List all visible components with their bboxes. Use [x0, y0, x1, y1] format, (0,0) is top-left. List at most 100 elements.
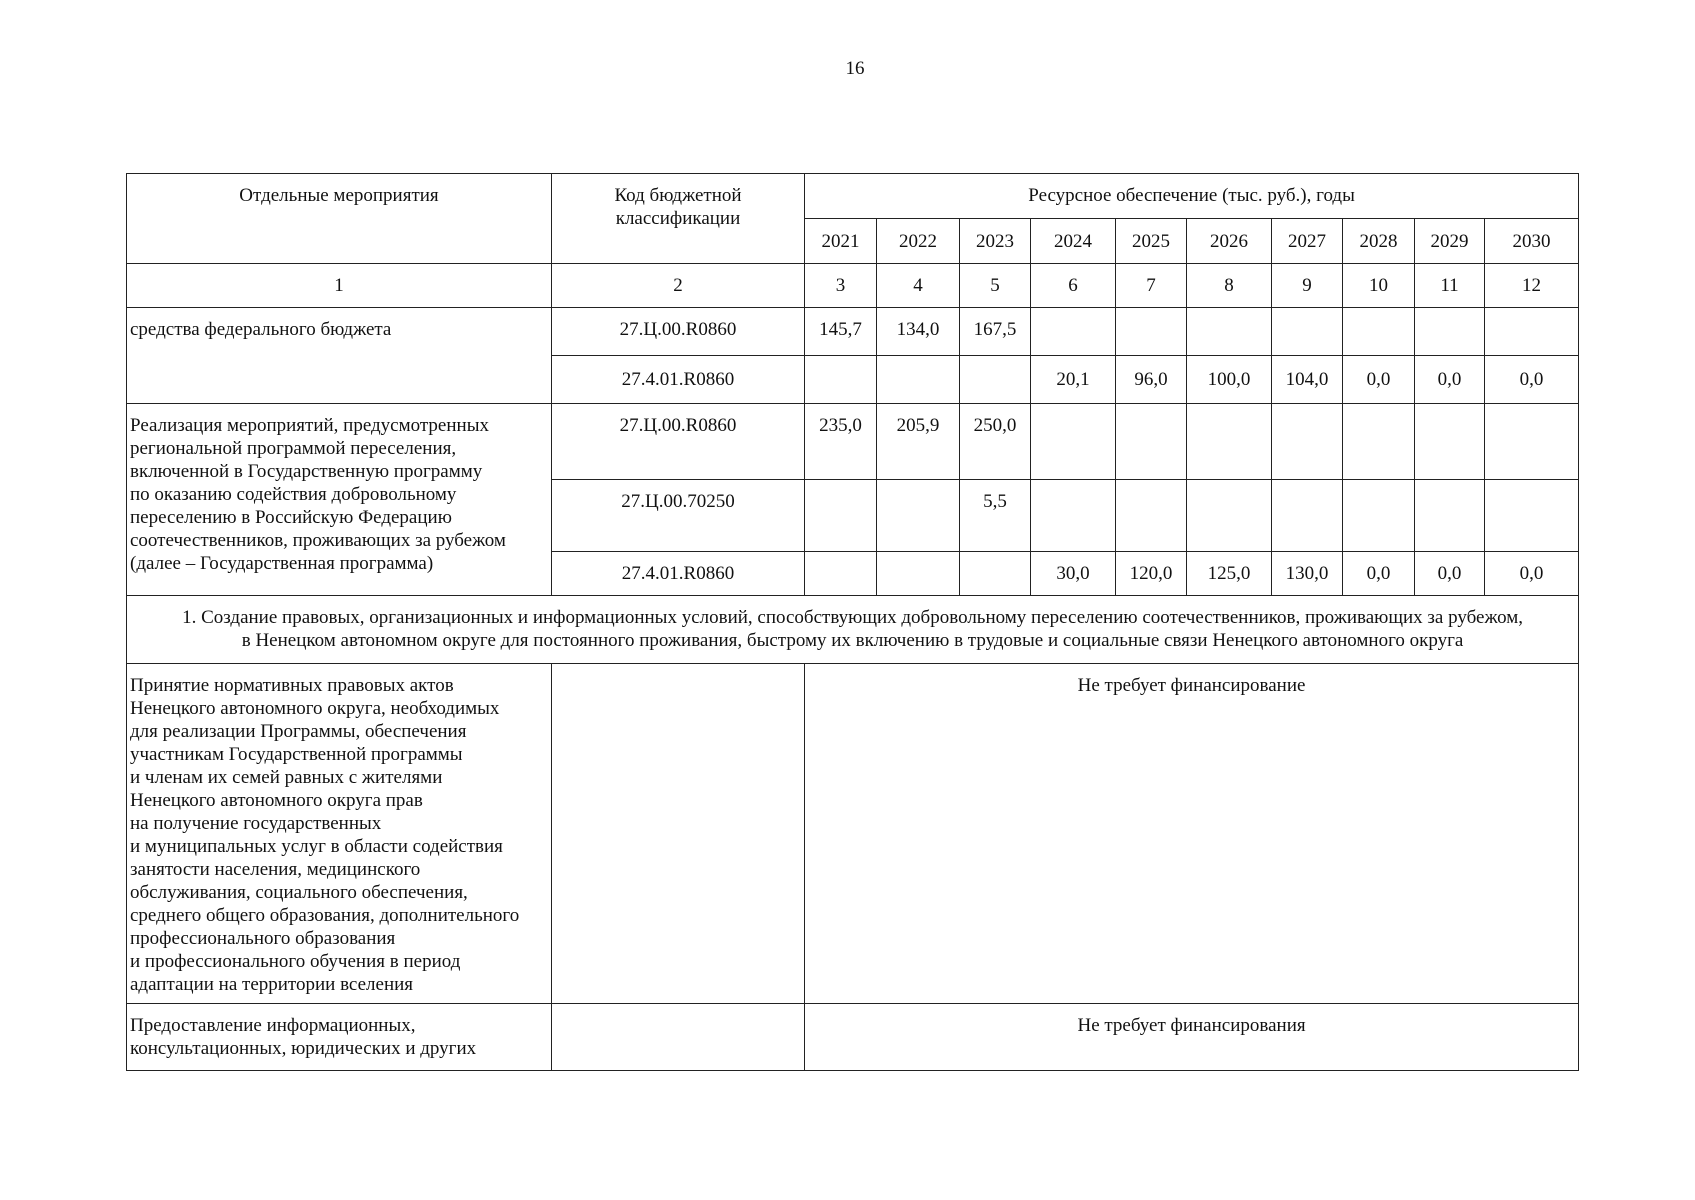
year-header: 2022 — [876, 218, 960, 264]
year-header: 2025 — [1115, 218, 1187, 264]
value-2026 — [1186, 403, 1272, 480]
value-2026 — [1186, 307, 1272, 356]
header-resource: Ресурсное обеспечение (тыс. руб.), годы — [803, 173, 1580, 219]
column-number: 7 — [1115, 263, 1187, 308]
value-2024: 20,1 — [1030, 355, 1116, 404]
activity-row: Предоставление информационных, консульта… — [126, 1003, 1580, 1071]
funding-note: Не требует финансирования — [803, 1003, 1580, 1071]
activity-name: средства федерального бюджета — [126, 307, 552, 404]
value-2021 — [804, 551, 877, 596]
section-title: 1. Создание правовых, организационных и … — [125, 595, 1580, 664]
year-header: 2029 — [1414, 218, 1485, 264]
value-2021 — [804, 355, 877, 404]
value-2028: 0,0 — [1342, 355, 1415, 404]
year-header: 2028 — [1342, 218, 1415, 264]
value-2023: 5,5 — [959, 479, 1031, 552]
value-2029: 0,0 — [1414, 355, 1485, 404]
budget-code — [551, 1003, 805, 1071]
value-2024 — [1030, 479, 1116, 552]
value-2027 — [1271, 307, 1343, 356]
table-row: 27.Ц.00.70250 5,5 — [127, 479, 1580, 552]
column-number: 3 — [804, 263, 877, 308]
value-2028 — [1342, 403, 1415, 480]
column-number: 1 — [126, 263, 552, 308]
value-2021 — [804, 479, 877, 552]
budget-code: 27.Ц.00.R0860 — [551, 403, 805, 480]
table-row: 27.4.01.R0860 30,0 120,0 125,0 130,0 0,0 0,0 0,… — [127, 551, 1580, 596]
year-header: 2023 — [959, 218, 1031, 264]
column-number: 6 — [1030, 263, 1116, 308]
column-number: 2 — [551, 263, 805, 308]
value-2030: 0,0 — [1483, 551, 1580, 596]
value-2024: 30,0 — [1030, 551, 1116, 596]
header-row: Отдельные мероприятия Код бюджетной клас… — [126, 173, 1580, 264]
activity-name: Предоставление информационных, консульта… — [126, 1003, 552, 1071]
value-2025 — [1115, 479, 1187, 552]
header-activities: Отдельные мероприятия — [126, 173, 552, 264]
value-2022: 134,0 — [876, 307, 960, 356]
value-2023 — [959, 355, 1031, 404]
value-2024 — [1030, 403, 1116, 480]
column-number: 10 — [1342, 263, 1415, 308]
value-2029 — [1414, 479, 1485, 552]
value-2023: 167,5 — [959, 307, 1031, 356]
column-number: 5 — [959, 263, 1031, 308]
value-2030 — [1483, 479, 1580, 552]
value-2025: 120,0 — [1115, 551, 1187, 596]
value-2023 — [959, 551, 1031, 596]
table-row: 27.4.01.R0860 20,1 96,0 100,0 104,0 0,0 0,0 0,0 — [127, 355, 1580, 404]
column-numbers-row: 1 2 3 4 5 6 7 8 9 10 11 12 — [126, 263, 1580, 308]
value-2030: 0,0 — [1483, 355, 1580, 404]
value-2028: 0,0 — [1342, 551, 1415, 596]
table-row: средства федерального бюджета 27.Ц.00.R08… — [126, 307, 1580, 404]
column-number: 4 — [876, 263, 960, 308]
resource-table: Отдельные мероприятия Код бюджетной клас… — [125, 173, 1580, 1071]
value-2027 — [1271, 403, 1343, 480]
value-2026: 100,0 — [1186, 355, 1272, 404]
value-2021: 235,0 — [804, 403, 877, 480]
year-header: 2021 — [804, 218, 877, 264]
column-number: 9 — [1271, 263, 1343, 308]
value-2025 — [1115, 403, 1187, 480]
value-2022 — [876, 551, 960, 596]
header-budget-code: Код бюджетной классификации — [551, 173, 805, 264]
page-number: 16 — [845, 58, 865, 79]
value-2022 — [876, 479, 960, 552]
value-2022: 205,9 — [876, 403, 960, 480]
year-header: 2024 — [1030, 218, 1116, 264]
column-number: 12 — [1483, 263, 1580, 308]
budget-code: 27.4.01.R0860 — [551, 355, 805, 404]
value-2028 — [1342, 307, 1415, 356]
activity-name: Принятие нормативных правовых актов Нене… — [126, 663, 552, 1004]
funding-note: Не требует финансирование — [803, 663, 1580, 1004]
value-2029 — [1414, 403, 1485, 480]
budget-code — [551, 663, 805, 1004]
value-2028 — [1342, 479, 1415, 552]
value-2024 — [1030, 307, 1116, 356]
value-2021: 145,7 — [804, 307, 877, 356]
years-row: 2021 2022 2023 2024 2025 2026 2027 2028 2029 2030 — [127, 218, 1580, 264]
value-2025 — [1115, 307, 1187, 356]
year-header: 2030 — [1483, 218, 1580, 264]
column-number: 8 — [1186, 263, 1272, 308]
table-row: Реализация мероприятий, предусмотренных … — [126, 403, 1580, 596]
activity-row: Принятие нормативных правовых актов Нене… — [126, 663, 1580, 1004]
value-2026 — [1186, 479, 1272, 552]
budget-code: 27.Ц.00.70250 — [551, 479, 805, 552]
value-2030 — [1483, 403, 1580, 480]
value-2027: 104,0 — [1271, 355, 1343, 404]
section-row: 1. Создание правовых, организационных и … — [125, 595, 1580, 664]
value-2027 — [1271, 479, 1343, 552]
year-header: 2027 — [1271, 218, 1343, 264]
value-2029: 0,0 — [1414, 551, 1485, 596]
value-2027: 130,0 — [1271, 551, 1343, 596]
value-2029 — [1414, 307, 1485, 356]
value-2023: 250,0 — [959, 403, 1031, 480]
value-2026: 125,0 — [1186, 551, 1272, 596]
budget-code: 27.4.01.R0860 — [551, 551, 805, 596]
budget-code: 27.Ц.00.R0860 — [551, 307, 805, 356]
column-number: 11 — [1414, 263, 1485, 308]
activity-name: Реализация мероприятий, предусмотренных … — [126, 403, 552, 596]
value-2025: 96,0 — [1115, 355, 1187, 404]
year-header: 2026 — [1186, 218, 1272, 264]
